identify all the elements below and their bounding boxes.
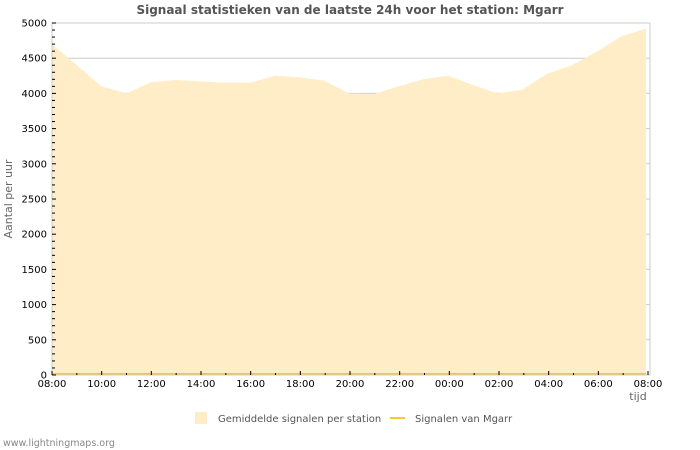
- y-axis-label: Aantal per uur: [2, 159, 15, 239]
- y-tick-label: 3500: [22, 124, 47, 135]
- y-tick-label: 1000: [22, 300, 47, 311]
- legend-line-label: Signalen van Mgarr: [415, 414, 513, 425]
- y-tick-label: 2500: [22, 195, 47, 206]
- y-tick-label: 500: [28, 335, 47, 346]
- footer-credit: www.lightningmaps.org: [3, 438, 115, 449]
- average-signals-area: [52, 28, 646, 375]
- legend: Gemiddelde signalen per station Signalen…: [195, 412, 513, 425]
- y-tick-label: 1500: [22, 265, 47, 276]
- y-tick-label: 4500: [22, 54, 47, 65]
- y-tick-label: 4000: [22, 89, 47, 100]
- x-tick-label: 08:00: [634, 379, 663, 390]
- x-tick-label: 20:00: [336, 379, 365, 390]
- x-tick-label: 16:00: [236, 379, 265, 390]
- x-tick-label: 12:00: [137, 379, 166, 390]
- y-tick-label: 0: [41, 371, 47, 382]
- legend-area-label: Gemiddelde signalen per station: [218, 414, 381, 425]
- y-tick-label: 3000: [22, 159, 47, 170]
- x-tick-label: 04:00: [534, 379, 563, 390]
- x-axis-label: tijd: [629, 390, 646, 403]
- x-tick-label: 22:00: [385, 379, 414, 390]
- y-tick-label: 5000: [22, 19, 47, 30]
- chart-title: Signaal statistieken van de laatste 24h …: [136, 3, 563, 17]
- x-tick-label: 08:00: [38, 379, 67, 390]
- x-tick-label: 00:00: [435, 379, 464, 390]
- y-axis: 0 500 1000 1500 2000 2500 3000 3500 4000 4500 5000: [22, 19, 56, 382]
- x-axis: 08:00 10:00 12:00 14:00 16:00 18:00 20:00 22:00…: [38, 371, 663, 390]
- x-tick-label: 06:00: [584, 379, 613, 390]
- y-tick-label: 2000: [22, 230, 47, 241]
- legend-area-swatch: [195, 412, 207, 424]
- x-tick-label: 10:00: [87, 379, 116, 390]
- x-tick-label: 18:00: [286, 379, 315, 390]
- x-tick-label: 14:00: [187, 379, 216, 390]
- x-tick-label: 02:00: [485, 379, 514, 390]
